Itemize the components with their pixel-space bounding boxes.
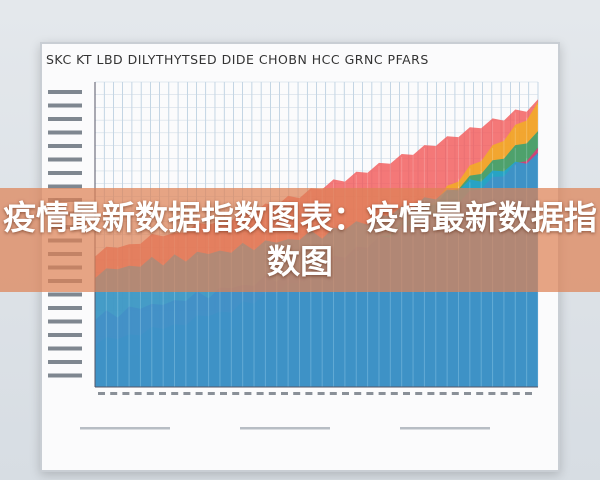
x-tick-mark — [464, 392, 471, 395]
y-tick-mark — [48, 360, 82, 364]
x-tick-mark — [171, 392, 179, 395]
x-tick-mark — [366, 392, 374, 395]
x-tick-mark — [403, 392, 410, 395]
y-tick-mark — [48, 333, 82, 337]
x-tick-mark — [220, 392, 227, 395]
footer-rule — [240, 427, 330, 430]
x-tick-mark — [512, 392, 520, 395]
x-tick-mark — [500, 392, 508, 395]
x-tick-mark — [329, 392, 337, 395]
x-tick-mark — [390, 392, 398, 395]
x-tick-mark — [134, 392, 142, 395]
x-tick-mark — [159, 392, 166, 395]
y-tick-mark — [48, 157, 82, 162]
headline-text: 疫情最新数据指数图表：疫情最新数据指数图 — [3, 198, 597, 281]
chart-title: SKC KT LBD DILYTHYTSED DIDE CHOBN HCC GR… — [46, 52, 429, 67]
x-tick-mark — [232, 392, 240, 395]
y-tick-mark — [48, 130, 82, 135]
y-tick-mark — [48, 184, 82, 189]
x-tick-mark — [451, 392, 459, 395]
y-tick-mark — [48, 306, 82, 310]
x-tick-mark — [305, 392, 313, 395]
x-tick-mark — [378, 392, 386, 395]
x-tick-mark — [268, 392, 276, 395]
x-tick-mark — [195, 392, 203, 395]
headline-banner — [0, 188, 600, 292]
x-tick-mark — [207, 392, 215, 395]
y-tick-mark — [48, 144, 82, 148]
y-tick-mark — [48, 117, 82, 121]
x-tick-mark — [476, 392, 484, 395]
y-tick-mark — [48, 90, 82, 94]
x-tick-mark — [427, 392, 435, 395]
x-tick-mark — [110, 392, 118, 395]
x-tick-mark — [98, 392, 105, 395]
y-tick-mark — [48, 346, 82, 351]
x-tick-mark — [488, 392, 496, 395]
x-tick-mark — [281, 392, 288, 395]
x-tick-mark — [244, 392, 252, 395]
x-tick-mark — [439, 392, 447, 395]
y-tick-mark — [48, 373, 82, 378]
x-tick-mark — [317, 392, 325, 395]
y-tick-mark — [48, 103, 82, 108]
x-tick-mark — [122, 392, 130, 395]
x-tick-mark — [146, 392, 154, 395]
x-tick-mark — [256, 392, 264, 395]
y-tick-mark — [48, 292, 82, 297]
footer-rule — [400, 427, 490, 430]
x-tick-mark — [293, 392, 301, 395]
y-tick-mark — [48, 319, 82, 324]
footer-rule — [80, 427, 170, 430]
x-tick-mark — [342, 392, 349, 395]
x-tick-mark — [183, 392, 191, 395]
y-tick-mark — [48, 171, 82, 175]
x-tick-mark — [525, 392, 532, 395]
x-tick-mark — [415, 392, 423, 395]
x-tick-mark — [354, 392, 362, 395]
